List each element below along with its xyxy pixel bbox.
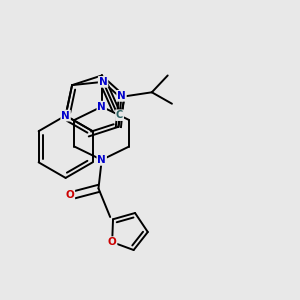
Text: N: N xyxy=(61,111,70,121)
Text: N: N xyxy=(99,77,107,87)
Text: C: C xyxy=(116,110,123,120)
Text: N: N xyxy=(97,155,106,165)
Text: N: N xyxy=(97,102,106,112)
Text: O: O xyxy=(65,190,74,200)
Text: N: N xyxy=(117,91,126,101)
Text: O: O xyxy=(108,237,116,247)
